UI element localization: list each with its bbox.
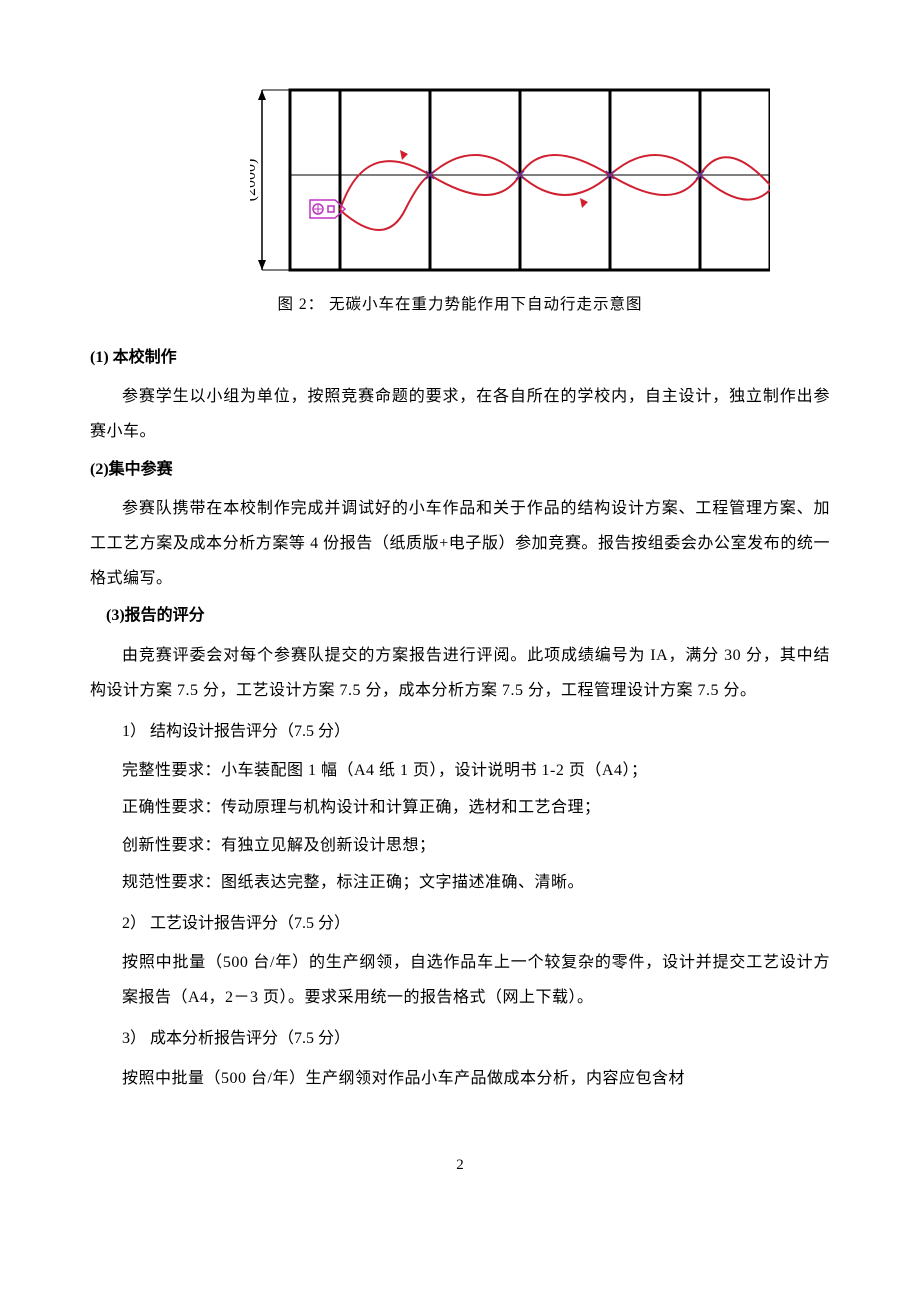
page-number: 2 [90,1149,830,1182]
item-1-line-2: 创新性要求：有独立见解及创新设计思想； [122,828,830,863]
section-3-body: 由竞赛评委会对每个参赛队提交的方案报告进行评阅。此项成绩编号为 IA，满分 30… [90,638,830,708]
section-2-heading: (2)集中参赛 [90,452,830,487]
item-2-num: 2） 工艺设计报告评分（7.5 分） [122,906,830,941]
item-1-line-0: 完整性要求：小车装配图 1 幅（A4 纸 1 页），设计说明书 1-2 页（A4… [122,753,830,788]
section-3-heading: (3)报告的评分 [106,598,830,633]
diagram-svg: (2000) [250,80,770,280]
section-1-body: 参赛学生以小组为单位，按照竞赛命题的要求，在各自所在的学校内，自主设计，独立制作… [90,379,830,449]
section-2-body: 参赛队携带在本校制作完成并调试好的小车作品和关于作品的结构设计方案、工程管理方案… [90,491,830,597]
figure-2-diagram: (2000) [90,80,830,280]
item-3-num: 3） 成本分析报告评分（7.5 分） [122,1021,830,1056]
section-3-items: 1） 结构设计报告评分（7.5 分） 完整性要求：小车装配图 1 幅（A4 纸 … [90,714,830,1096]
item-3-line-0: 按照中批量（500 台/年）生产纲领对作品小车产品做成本分析，内容应包含材 [122,1061,830,1096]
item-1-num: 1） 结构设计报告评分（7.5 分） [122,714,830,749]
item-1-line-1: 正确性要求：传动原理与机构设计和计算正确，选材和工艺合理； [122,790,830,825]
figure-2-caption: 图 2： 无碳小车在重力势能作用下自动行走示意图 [90,288,830,322]
section-1-heading: (1) 本校制作 [90,340,830,375]
dim-label: (2000) [250,159,259,202]
item-1-line-3: 规范性要求：图纸表达完整，标注正确；文字描述准确、清晰。 [122,865,830,900]
item-2-line-0: 按照中批量（500 台/年）的生产纲领，自选作品车上一个较复杂的零件，设计并提交… [122,945,830,1015]
